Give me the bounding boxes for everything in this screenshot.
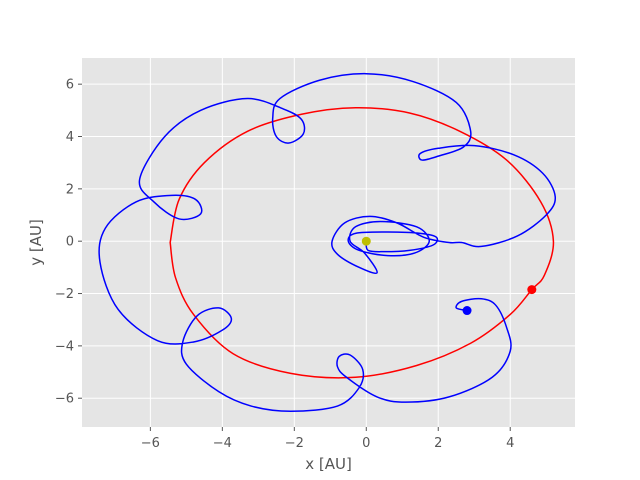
x-tick-label: −2 <box>285 436 304 451</box>
blue-trajectory-line <box>98 72 557 413</box>
y-tick-label: −2 <box>55 287 74 302</box>
x-tick-label: 4 <box>506 436 514 451</box>
series-layer <box>98 72 557 413</box>
y-tick-label: −6 <box>55 392 74 407</box>
x-tick-label: 2 <box>434 436 442 451</box>
tick-layer: −6 −4 −2 0 2 4 −6 −4 −2 0 2 4 6 <box>55 78 515 451</box>
x-tick-label: 0 <box>362 436 370 451</box>
grid <box>82 58 575 427</box>
y-tick-label: 6 <box>66 78 74 93</box>
y-tick-label: 0 <box>66 235 74 250</box>
marker-layer <box>361 236 537 316</box>
central-body-marker <box>361 236 371 246</box>
x-tick-label: −4 <box>213 436 232 451</box>
y-tick-label: 2 <box>66 182 74 197</box>
y-tick-label: 4 <box>66 130 74 145</box>
x-axis-label: x [AU] <box>305 455 352 473</box>
y-axis-label: y [AU] <box>27 219 45 266</box>
red-orbit-line <box>169 106 555 379</box>
plot-background <box>82 58 575 427</box>
red-body-marker <box>527 285 537 295</box>
x-tick-label: −6 <box>141 436 160 451</box>
y-tick-label: −4 <box>55 339 74 354</box>
blue-body-marker <box>462 306 472 316</box>
